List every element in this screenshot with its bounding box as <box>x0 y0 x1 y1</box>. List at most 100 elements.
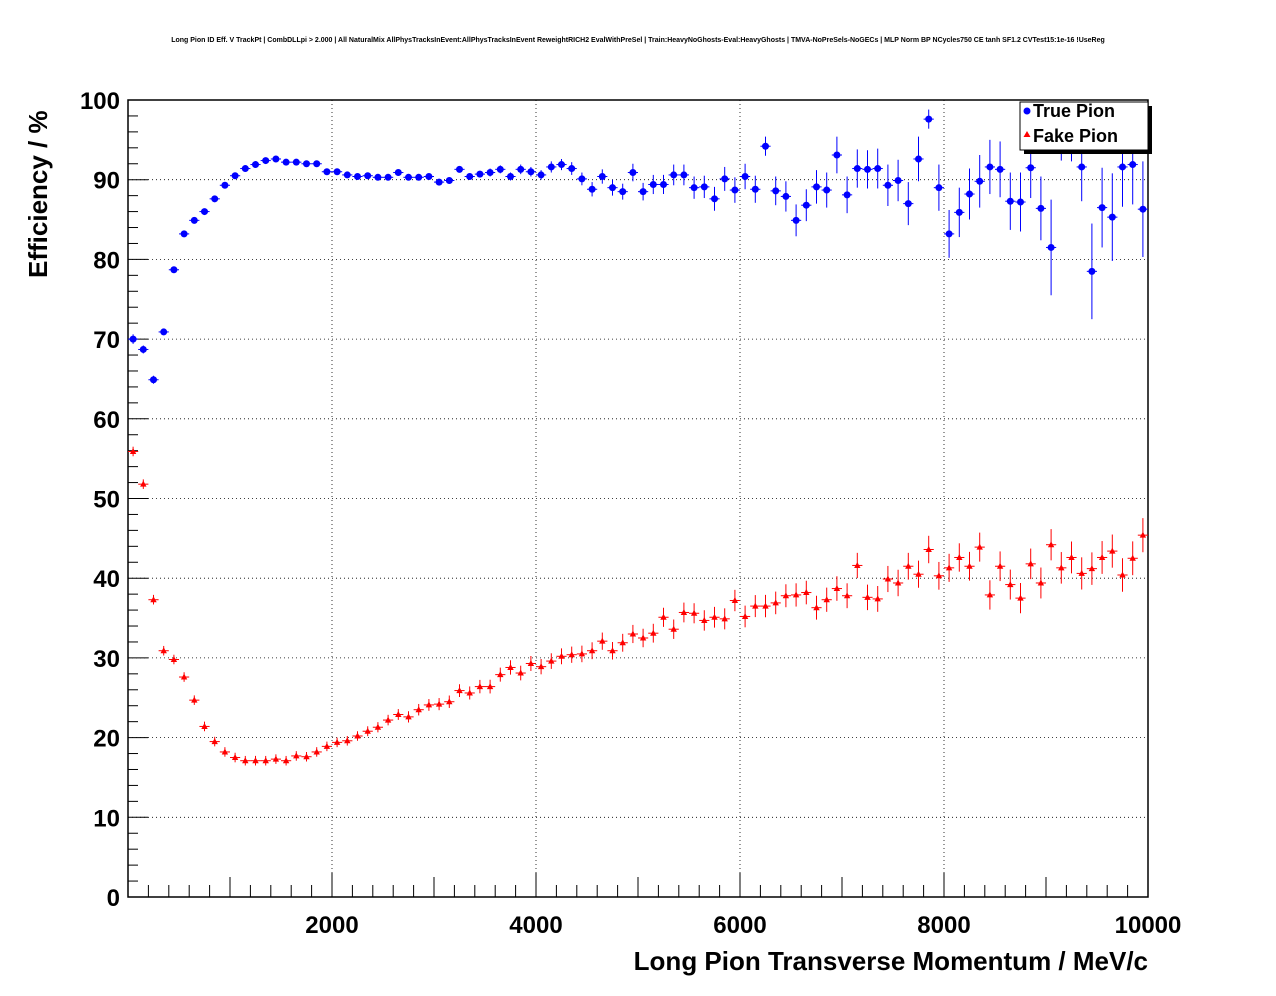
data-point <box>140 480 147 487</box>
data-point <box>242 757 249 764</box>
data-point <box>170 655 178 662</box>
x-tick-label: 8000 <box>917 912 970 939</box>
data-point <box>1027 560 1034 567</box>
data-point <box>129 335 137 343</box>
data-point <box>945 564 953 571</box>
y-tick-label: 80 <box>93 247 120 274</box>
data-point <box>772 187 780 195</box>
data-point <box>894 176 902 184</box>
data-point <box>384 716 392 723</box>
data-point <box>874 165 882 173</box>
data-point <box>354 732 361 739</box>
data-point <box>741 612 749 619</box>
data-point <box>945 230 953 238</box>
y-tick-label: 10 <box>93 805 120 832</box>
data-point <box>752 602 759 609</box>
data-point <box>537 663 545 670</box>
data-point <box>650 629 657 636</box>
data-point <box>150 376 157 384</box>
x-tick-label: 4000 <box>509 912 562 939</box>
series-layer <box>128 109 1148 766</box>
data-point <box>466 689 473 696</box>
data-point <box>915 155 922 163</box>
data-point <box>792 591 800 598</box>
data-point <box>537 171 545 179</box>
data-point <box>1119 163 1126 171</box>
y-tick-label: 20 <box>93 726 120 753</box>
data-point <box>1139 205 1147 213</box>
data-point <box>272 755 280 762</box>
data-point <box>843 592 851 599</box>
data-point <box>262 757 269 764</box>
data-point <box>1068 553 1075 560</box>
data-point <box>425 173 433 181</box>
data-point <box>578 175 586 183</box>
y-tick-label: 100 <box>80 88 120 115</box>
data-point <box>609 647 616 654</box>
data-point <box>731 597 739 604</box>
data-point <box>446 698 453 705</box>
data-point <box>394 169 402 177</box>
data-point <box>558 652 565 659</box>
y-tick-label: 60 <box>93 407 120 434</box>
data-point <box>670 625 677 632</box>
data-point <box>1098 553 1106 560</box>
data-point <box>333 738 341 745</box>
data-point <box>231 754 239 761</box>
y-axis: 0 10 20 30 40 50 60 70 80 90 100 <box>80 88 148 912</box>
data-point <box>272 155 280 163</box>
data-point <box>915 570 922 577</box>
data-point <box>303 160 310 168</box>
y-axis-title: Efficiency / % <box>23 110 53 278</box>
data-point <box>802 201 810 209</box>
chart-title: Long Pion ID Eff. V TrackPt | CombDLLpi … <box>171 37 1105 44</box>
data-point <box>1017 594 1024 601</box>
y-tick-label: 50 <box>93 487 120 514</box>
data-point <box>282 158 290 166</box>
data-point <box>874 595 881 602</box>
x-tick-label: 6000 <box>713 912 766 939</box>
data-point <box>517 669 524 676</box>
data-point <box>925 115 933 123</box>
data-point <box>303 753 310 760</box>
data-point <box>711 613 718 620</box>
data-point <box>823 186 831 194</box>
data-point <box>415 173 423 181</box>
data-point <box>476 170 484 178</box>
data-point <box>150 596 157 603</box>
data-point <box>384 173 392 181</box>
data-point <box>690 609 698 616</box>
data-point <box>884 575 892 582</box>
data-point <box>986 591 994 598</box>
data-point <box>547 163 555 171</box>
data-point <box>1047 243 1055 251</box>
data-point <box>170 266 178 274</box>
x-tick-label: 10000 <box>1115 912 1182 939</box>
data-point <box>588 185 596 193</box>
legend-marker-fake-pion <box>1023 131 1031 137</box>
data-point <box>354 173 361 181</box>
data-point <box>374 723 382 730</box>
data-point <box>762 142 769 150</box>
data-point <box>496 165 504 173</box>
data-point <box>935 572 943 579</box>
data-point <box>527 659 535 666</box>
data-point <box>680 171 688 179</box>
data-point <box>160 647 167 654</box>
data-point <box>823 596 830 603</box>
data-point <box>813 604 820 611</box>
data-point <box>497 671 504 678</box>
y-tick-label: 70 <box>93 327 120 354</box>
data-point <box>527 168 535 176</box>
data-point <box>221 181 229 189</box>
data-point <box>456 687 463 694</box>
data-point <box>956 553 963 560</box>
y-tick-label: 90 <box>93 168 120 195</box>
data-point <box>701 616 708 623</box>
data-point <box>425 701 433 708</box>
data-point <box>660 613 667 620</box>
data-point <box>731 186 739 194</box>
y-tick-label: 0 <box>107 885 120 912</box>
legend-marker-true-pion <box>1023 107 1031 115</box>
